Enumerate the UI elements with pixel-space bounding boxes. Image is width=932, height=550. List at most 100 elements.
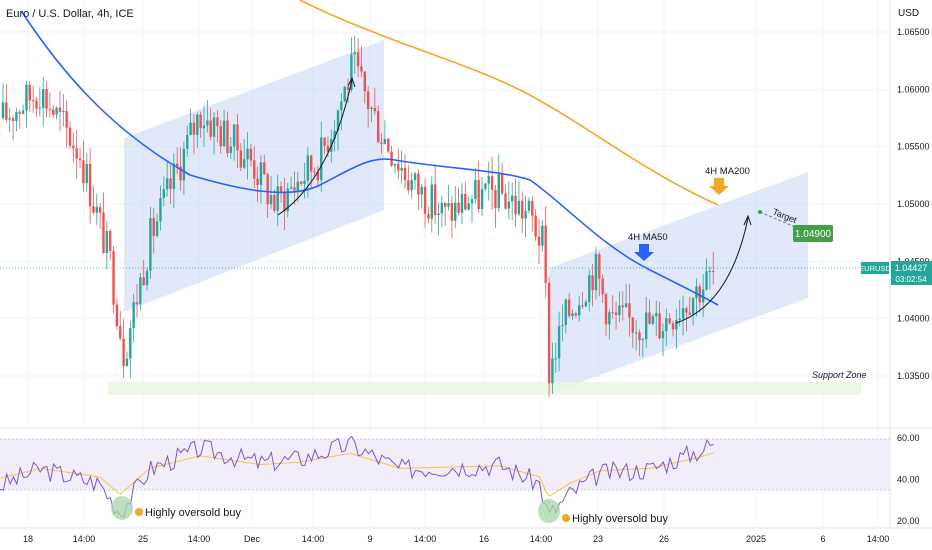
candle-body xyxy=(25,84,28,111)
candle-body xyxy=(675,319,678,330)
candle-body xyxy=(490,176,494,190)
candle-body xyxy=(42,89,45,108)
candle-body xyxy=(504,193,507,209)
candle-body xyxy=(340,101,343,111)
time-tick-label: 9 xyxy=(367,534,372,544)
candle-body xyxy=(293,187,296,191)
price-tick-label: 1.05000 xyxy=(897,199,930,209)
candle-body xyxy=(574,313,578,316)
candle-body xyxy=(263,162,266,175)
candle-body xyxy=(678,318,681,320)
candle-body xyxy=(534,215,537,237)
candle-body xyxy=(68,127,72,146)
candle-body xyxy=(651,316,655,324)
candle-body xyxy=(249,148,253,161)
candle-body xyxy=(400,168,403,171)
candle-body xyxy=(551,358,554,384)
candle-body xyxy=(608,312,611,325)
candle-body xyxy=(390,151,393,166)
candle-body xyxy=(155,221,159,236)
candle-body xyxy=(454,202,457,221)
candle-body xyxy=(112,250,115,305)
candle-body xyxy=(38,107,42,109)
candle-body xyxy=(21,110,25,114)
candle-body xyxy=(604,294,608,325)
candle-body xyxy=(202,125,206,129)
candle-body xyxy=(139,277,142,305)
candle-body xyxy=(129,328,132,359)
candle-body xyxy=(326,145,330,152)
candle-body xyxy=(494,189,497,209)
candle-body xyxy=(571,313,574,316)
candle-body xyxy=(624,303,628,308)
candle-body xyxy=(541,225,544,246)
candle-body xyxy=(614,312,618,316)
candle-body xyxy=(705,271,708,290)
candle-body xyxy=(594,254,598,291)
candle-body xyxy=(691,298,695,315)
candlesticks xyxy=(1,35,715,397)
candle-body xyxy=(135,302,139,305)
candle-body xyxy=(658,313,661,339)
rsi-ma-line xyxy=(0,452,714,497)
candle-body xyxy=(78,158,82,161)
curve-arrow-2 xyxy=(675,217,749,324)
candle-body xyxy=(433,184,437,216)
candle-body xyxy=(1,102,5,118)
candle-body xyxy=(638,332,641,341)
candle-body xyxy=(621,305,624,308)
candle-body xyxy=(98,207,102,213)
candle-body xyxy=(28,84,31,101)
candle-body xyxy=(5,102,8,120)
candle-body xyxy=(82,160,85,184)
time-tick-label: 6 xyxy=(820,534,825,544)
ma50-down-arrow xyxy=(634,244,654,261)
candle-body xyxy=(52,109,55,115)
candle-body xyxy=(15,111,18,122)
price-badge-countdown: 03:02:54 xyxy=(895,275,927,284)
candle-body xyxy=(303,180,306,184)
time-tick-label: 2025 xyxy=(746,534,766,544)
candle-body xyxy=(531,200,534,216)
rsi-band xyxy=(0,439,890,490)
candle-body xyxy=(557,326,561,359)
price-tick-label: 1.03500 xyxy=(897,371,930,381)
candle-body xyxy=(611,312,614,314)
candle-body xyxy=(269,195,273,205)
candle-body xyxy=(323,137,326,146)
candle-body xyxy=(511,195,514,202)
candle-body xyxy=(712,270,715,272)
candle-body xyxy=(189,122,192,136)
time-tick-label: 18 xyxy=(23,534,33,544)
candle-body xyxy=(695,286,698,299)
candle-body xyxy=(397,164,400,171)
support-zone-band xyxy=(108,382,861,395)
support-zone-label: Support Zone xyxy=(812,370,867,380)
candle-body xyxy=(229,146,232,153)
candle-body xyxy=(259,162,263,185)
candle-body xyxy=(283,191,286,212)
time-tick-label: 23 xyxy=(593,534,603,544)
candle-body xyxy=(681,308,685,319)
candle-body xyxy=(336,110,340,131)
candle-body xyxy=(45,89,48,109)
candle-body xyxy=(497,174,500,209)
candle-body xyxy=(440,202,444,214)
candle-body xyxy=(286,188,289,212)
candle-body xyxy=(598,254,601,279)
candle-body xyxy=(296,181,299,191)
candle-body xyxy=(430,184,433,219)
candle-body xyxy=(152,218,155,236)
candle-body xyxy=(316,171,320,181)
candle-body xyxy=(467,203,470,210)
candle-body xyxy=(209,120,212,137)
candle-body xyxy=(162,189,165,199)
candle-body xyxy=(206,120,209,126)
candle-body xyxy=(343,86,346,102)
candle-body xyxy=(196,114,199,135)
candle-body xyxy=(55,107,58,115)
candle-body xyxy=(125,358,129,366)
symbol-badge xyxy=(861,262,889,274)
ma200-down-arrow xyxy=(709,178,729,195)
